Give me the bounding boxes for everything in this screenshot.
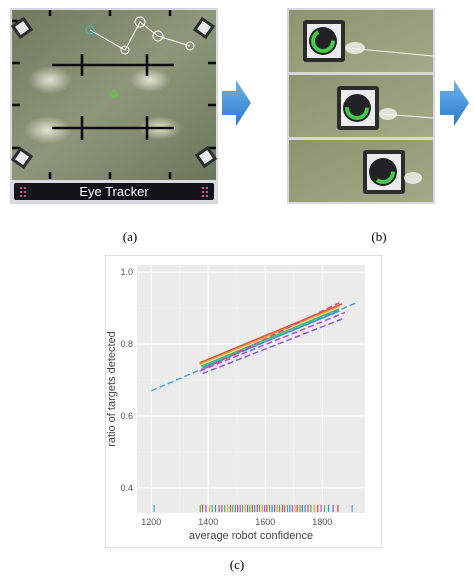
caption-c: (c) bbox=[229, 557, 245, 572]
arrow-right-icon bbox=[440, 80, 469, 126]
series-line-4 bbox=[200, 308, 340, 368]
y-tick-label: 0.6 bbox=[120, 411, 133, 421]
tick-labels: 1200 1400 1600 1800 0.4 0.6 0.8 1.0 bbox=[120, 267, 332, 527]
eye-tracker-image: Eye Tracker bbox=[10, 8, 218, 204]
caption-b: (b) bbox=[371, 229, 387, 244]
series-line-7 bbox=[202, 317, 346, 375]
robot-bottom-right bbox=[194, 145, 218, 169]
grid bbox=[137, 265, 365, 513]
caption-a: (a) bbox=[122, 229, 138, 244]
y-axis-label: ratio of targets detected bbox=[106, 331, 118, 447]
y-tick-label: 1.0 bbox=[120, 267, 133, 277]
gaze-fixation-icon bbox=[110, 90, 118, 98]
series-line-8 bbox=[205, 302, 340, 369]
series-lines bbox=[150, 302, 357, 392]
confidence-chart: 1200 1400 1600 1800 0.4 0.6 0.8 1.0 average rob… bbox=[104, 254, 383, 549]
arrow-right-icon bbox=[222, 80, 251, 126]
x-tick-label: 1600 bbox=[255, 517, 275, 527]
robot-top-right bbox=[192, 16, 216, 40]
x-tick-label: 1200 bbox=[141, 517, 161, 527]
label-dots-left-icon bbox=[20, 187, 26, 197]
x-axis-label: average robot confidence bbox=[189, 530, 313, 542]
series-line-3 bbox=[199, 305, 340, 365]
rug-marks bbox=[153, 505, 353, 512]
robot-top-left bbox=[10, 16, 34, 40]
series-line-6 bbox=[199, 311, 346, 372]
eye-tracker-label: Eye Tracker bbox=[79, 184, 149, 199]
eye-tracker-panel: Eye Tracker bbox=[10, 8, 218, 204]
x-tick-label: 1400 bbox=[198, 517, 218, 527]
robot-sequence-panel bbox=[287, 8, 435, 204]
series-line-2 bbox=[199, 303, 343, 364]
y-tick-label: 0.4 bbox=[120, 483, 133, 493]
robot-sequence-image bbox=[287, 8, 435, 204]
frame-3 bbox=[289, 140, 433, 202]
robot-bottom-left bbox=[10, 146, 34, 170]
label-dots-right-icon bbox=[202, 187, 208, 197]
label-bar bbox=[14, 183, 214, 200]
plot-background bbox=[137, 265, 365, 513]
x-tick-label: 1800 bbox=[312, 517, 332, 527]
gaze-path bbox=[85, 16, 195, 55]
y-tick-label: 0.8 bbox=[120, 339, 133, 349]
chart-svg: 1200 1400 1600 1800 0.4 0.6 0.8 1.0 average rob… bbox=[104, 254, 383, 549]
